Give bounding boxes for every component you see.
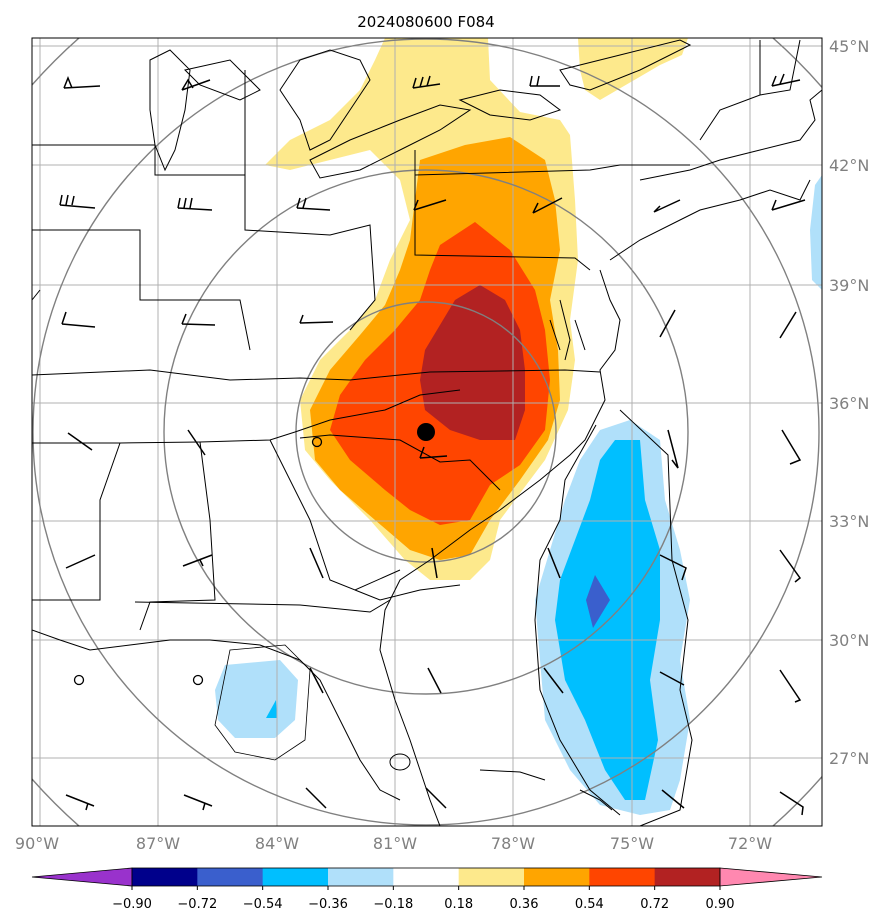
colorbar-bin <box>328 868 394 886</box>
colorbar-tick-label: 0.18 <box>444 897 473 912</box>
colorbar-extend-low <box>31 867 133 887</box>
longitude-labels: 90°W 87°W 84°W 81°W 78°W 75°W 72°W <box>15 834 772 853</box>
latitude-labels: 45°N 42°N 39°N 36°N 33°N 30°N 27°N <box>829 37 869 768</box>
center-point-marker <box>417 423 435 441</box>
colorbar-tick-label: −0.18 <box>373 897 413 912</box>
colorbar-bin <box>132 868 198 886</box>
lon-label-81: 81°W <box>373 834 417 853</box>
colorbar-bin <box>197 868 264 886</box>
lat-label-30: 30°N <box>829 631 869 650</box>
lat-label-33: 33°N <box>829 512 869 531</box>
colorbar-tick-label: 0.54 <box>575 897 604 912</box>
lon-label-84: 84°W <box>255 834 299 853</box>
positive-anomaly-contours <box>265 38 688 580</box>
colorbar-bin <box>654 868 721 886</box>
colorbar-tick-label: −0.36 <box>308 897 348 912</box>
lon-label-90: 90°W <box>15 834 59 853</box>
colorbar-tick-label: 0.90 <box>706 897 735 912</box>
colorbar-tick-label: −0.72 <box>177 897 217 912</box>
lat-label-39: 39°N <box>829 276 869 295</box>
colorbar: −0.90 −0.72 −0.54 −0.36 −0.18 0.18 0.36 0.54 0.7… <box>31 867 823 912</box>
map-frame <box>31 37 823 827</box>
colorbar-tick-label: −0.90 <box>112 897 152 912</box>
contour-neg-054 <box>586 575 610 628</box>
colorbar-bin <box>393 868 460 886</box>
graticule <box>32 38 822 826</box>
colorbar-tick-label: 0.36 <box>510 897 539 912</box>
lat-label-27: 27°N <box>829 749 869 768</box>
lon-label-72: 72°W <box>728 834 772 853</box>
colorbar-bin <box>262 868 329 886</box>
lat-label-45: 45°N <box>829 37 869 56</box>
colorbar-bin <box>524 868 590 886</box>
lat-label-36: 36°N <box>829 394 869 413</box>
colorbar-tick-label: 0.72 <box>640 897 669 912</box>
contour-neg-018-east <box>810 175 822 290</box>
contour-pos-018-ne <box>578 38 688 100</box>
colorbar-frame <box>131 867 721 887</box>
colorbar-bin <box>589 868 656 886</box>
contour-neg-036-gulf <box>266 700 277 718</box>
contour-neg-018-gulf <box>215 660 298 738</box>
calm-markers <box>73 436 323 686</box>
colorbar-extend-high <box>719 867 823 887</box>
lon-label-75: 75°W <box>610 834 654 853</box>
lon-label-78: 78°W <box>491 834 535 853</box>
wind-barbs <box>59 73 806 816</box>
lat-label-42: 42°N <box>829 156 869 175</box>
plot-title: 2024080600 F084 <box>357 13 494 31</box>
colorbar-tick-label: −0.54 <box>243 897 283 912</box>
colorbar-bin <box>458 868 525 886</box>
lon-label-87: 87°W <box>136 834 180 853</box>
coastlines-and-borders <box>32 39 822 826</box>
